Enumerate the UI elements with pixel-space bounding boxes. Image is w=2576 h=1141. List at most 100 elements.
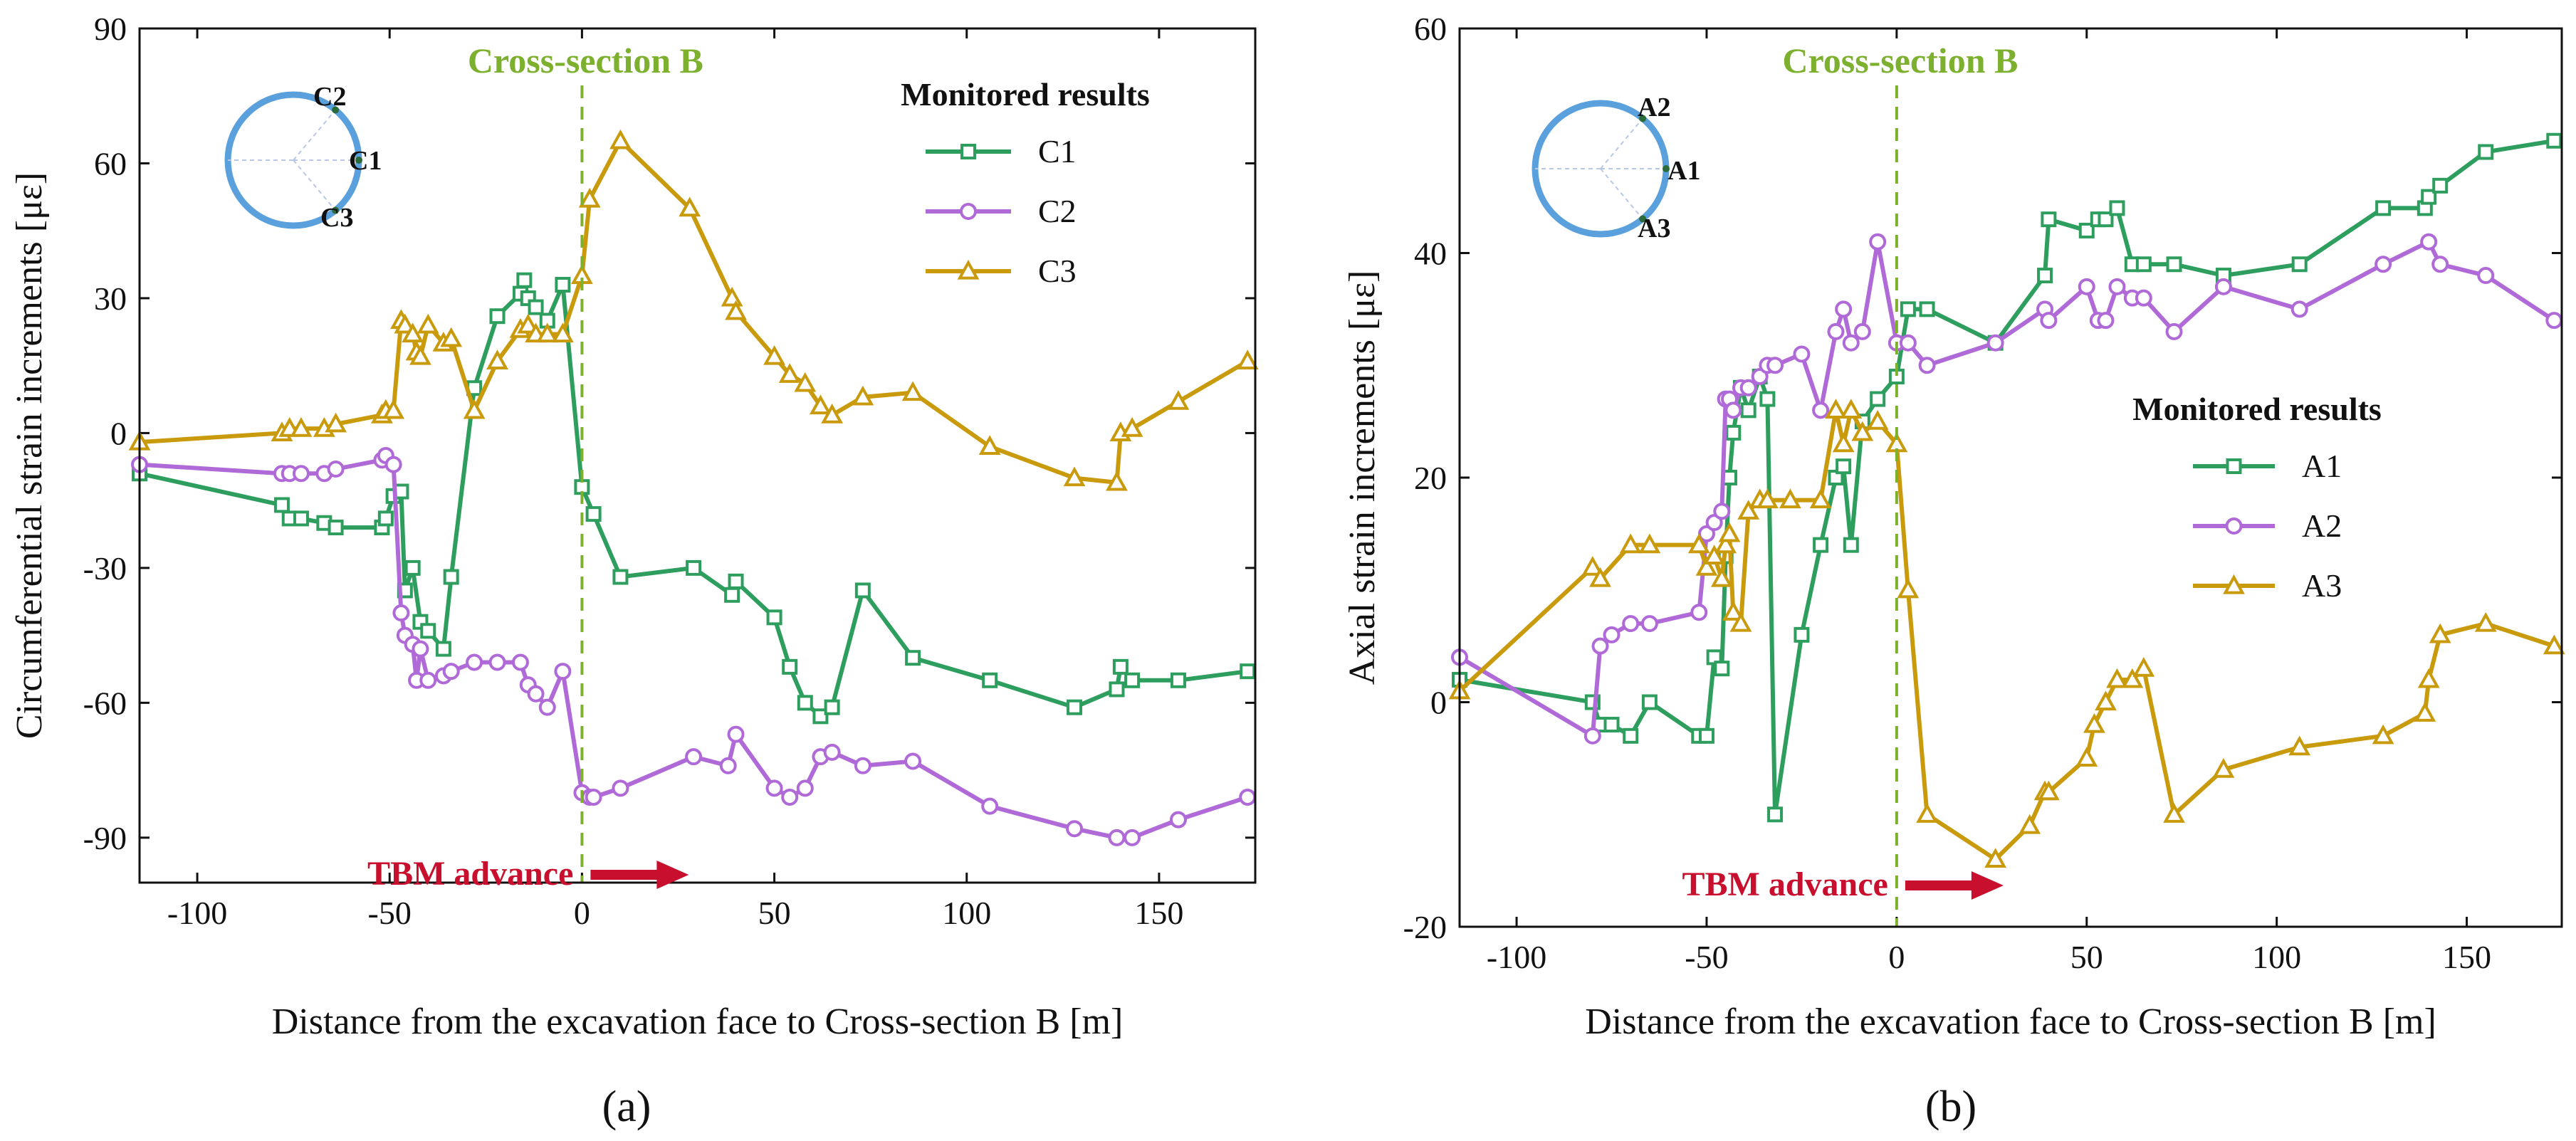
data-point-C2 <box>392 604 410 622</box>
panel-b-label: (b) <box>1925 1083 1976 1131</box>
data-point-A1 <box>1843 537 1859 553</box>
data-point-A3 <box>1825 399 1847 419</box>
legend-swatch-marker <box>960 203 977 220</box>
legend-entry-C2: C2 <box>926 193 1077 229</box>
gauge-point-icon <box>1639 115 1647 122</box>
y-tick-label: 60 <box>94 145 127 182</box>
data-point-A3 <box>1589 567 1611 587</box>
data-point-A3 <box>1840 399 1863 419</box>
data-point-A1 <box>2078 222 2095 238</box>
data-point-A1 <box>2166 256 2182 273</box>
panel-b-tbm-label: TBM advance <box>1682 866 1888 903</box>
data-point-A3 <box>2288 735 2311 756</box>
data-point-A3 <box>1718 522 1741 542</box>
data-point-A3 <box>2106 668 2128 688</box>
data-point-A2 <box>1640 615 1658 633</box>
data-point-C1 <box>728 573 744 589</box>
panel-b-y-axis-label: Axial strain increments [με] <box>1342 270 1383 685</box>
legend-label: C3 <box>1038 253 1077 289</box>
data-point-A1 <box>2037 268 2053 284</box>
data-point-A3 <box>1695 556 1718 576</box>
data-point-C1 <box>854 582 871 599</box>
data-point-C3 <box>551 322 574 343</box>
data-point-A3 <box>1687 533 1710 554</box>
data-point-A1 <box>1641 694 1658 710</box>
data-point-A2 <box>1899 334 1917 352</box>
y-tick-label: -20 <box>1403 909 1447 945</box>
data-point-C3 <box>679 196 701 217</box>
panel-b-legend: Monitored results A1 A2 A3 <box>2132 391 2382 604</box>
panel-b-plot-frame <box>1458 27 2563 928</box>
panel-a-tbm-annotation: TBM advance <box>367 855 689 893</box>
legend-swatch-marker <box>960 144 976 159</box>
data-point-C3 <box>978 435 1001 455</box>
data-point-A1 <box>2291 256 2308 273</box>
data-point-A2 <box>1986 334 2004 352</box>
data-point-A3 <box>1714 533 1737 554</box>
data-point-A1 <box>1714 661 1730 677</box>
data-point-A3 <box>2212 758 2235 778</box>
data-point-C1 <box>528 299 544 315</box>
y-tick-label: -60 <box>83 685 127 721</box>
ring-spoke <box>293 159 336 211</box>
data-point-A2 <box>1690 604 1708 621</box>
data-point-A1 <box>2109 200 2125 216</box>
data-point-C3 <box>852 385 874 406</box>
gauge-point-icon <box>1639 215 1647 223</box>
data-point-A3 <box>1851 421 1874 441</box>
data-point-A1 <box>2546 132 2562 149</box>
panel-a-ring-diagram: C2 C1 C3 <box>224 82 382 233</box>
data-point-C2 <box>1169 811 1187 829</box>
data-point-A2 <box>2420 233 2438 251</box>
data-point-A3 <box>2132 657 2155 677</box>
data-point-C3 <box>417 313 439 334</box>
data-point-A1 <box>1698 727 1714 744</box>
y-tick-label: -90 <box>83 820 127 856</box>
data-point-A3 <box>2075 747 2098 767</box>
panel-b-cross-section-label: Cross-section B <box>1782 41 2018 80</box>
data-point-A1 <box>1740 402 1756 419</box>
data-point-C1 <box>612 569 629 585</box>
data-point-A2 <box>1812 401 1830 419</box>
data-point-A3 <box>2543 634 2565 655</box>
data-point-C3 <box>382 399 405 419</box>
data-point-A2 <box>2477 267 2495 285</box>
data-point-A2 <box>1751 368 1769 386</box>
data-point-A2 <box>2214 278 2232 295</box>
y-tick-label: 90 <box>94 11 127 47</box>
x-tick-label: 50 <box>758 895 791 931</box>
data-point-C1 <box>1067 699 1083 715</box>
data-point-A2 <box>1739 379 1757 396</box>
data-point-A3 <box>2163 803 2185 823</box>
data-point-A3 <box>2417 668 2440 688</box>
data-point-C2 <box>765 779 783 797</box>
data-point-C3 <box>1167 390 1190 410</box>
data-point-C3 <box>578 187 601 208</box>
data-point-C2 <box>384 456 402 473</box>
x-tick-label: 50 <box>2070 939 2103 975</box>
data-point-C3 <box>536 322 559 343</box>
data-point-C2 <box>527 685 545 703</box>
panel-a-label: (a) <box>602 1083 651 1131</box>
y-tick-label: 0 <box>110 415 127 451</box>
series-A1 <box>1452 132 2562 823</box>
x-tick-label: 100 <box>942 895 991 931</box>
data-point-C1 <box>812 708 829 725</box>
data-point-C2 <box>1066 820 1084 838</box>
data-point-C2 <box>419 671 437 689</box>
data-point-C3 <box>394 313 417 334</box>
data-point-A1 <box>1725 424 1742 441</box>
y-tick-label: 20 <box>1414 460 1447 496</box>
data-point-A2 <box>1918 357 1936 374</box>
x-tick-label: -100 <box>167 895 227 931</box>
panel-b-tbm-arrow-icon <box>1905 871 2004 900</box>
data-point-A2 <box>1835 300 1853 318</box>
data-point-A3 <box>2372 724 2394 745</box>
panel-a-legend-title: Monitored results <box>901 76 1150 112</box>
y-tick-label: -30 <box>83 550 127 587</box>
legend-label: A2 <box>2302 508 2342 544</box>
data-point-C3 <box>1106 470 1128 491</box>
data-point-C3 <box>1236 349 1259 369</box>
data-point-C3 <box>1121 416 1143 437</box>
data-point-C1 <box>766 609 782 626</box>
